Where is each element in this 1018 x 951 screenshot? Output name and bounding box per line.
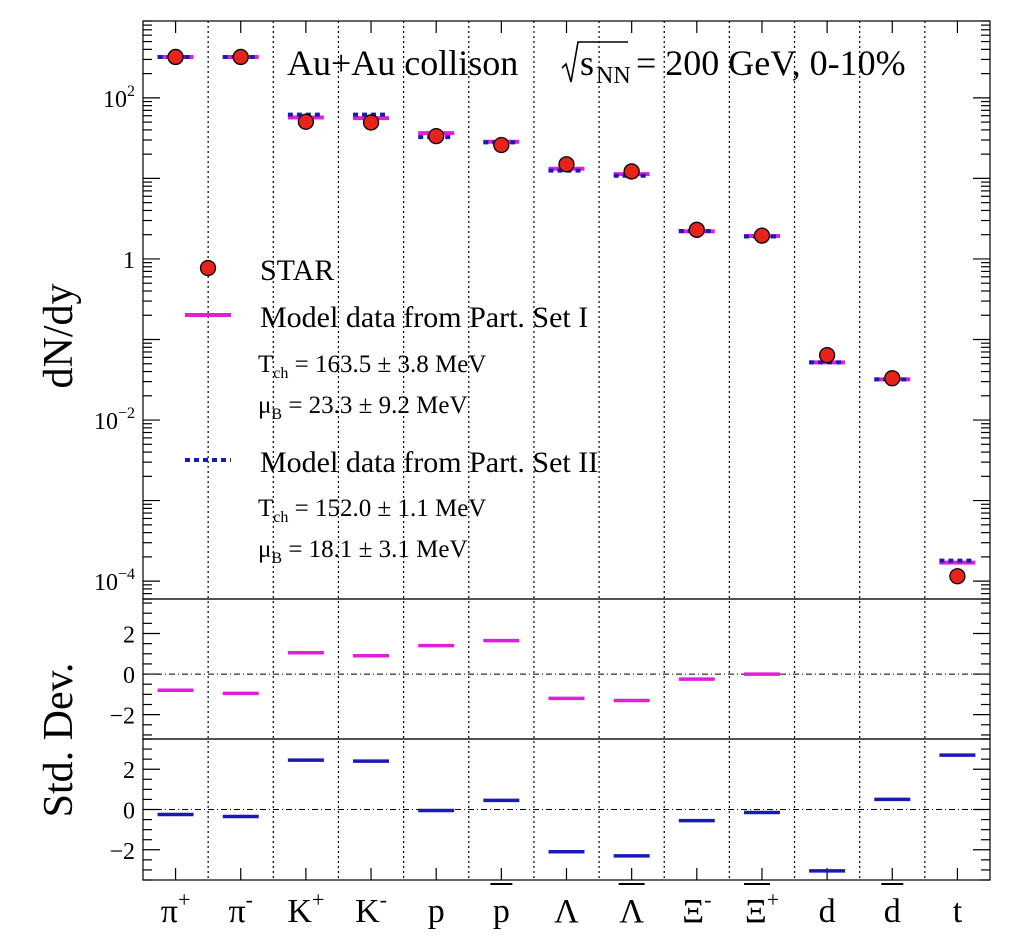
dev-panel-1-frame <box>142 598 991 740</box>
x-tick-label: Λ <box>619 893 644 930</box>
dev-tick-label: −2 <box>109 839 135 865</box>
title-sqrt-s: s <box>580 43 594 83</box>
y-tick-label: 10−2 <box>94 405 135 435</box>
legend: STAR Model data from Part. Set I Tch = 1… <box>185 254 598 567</box>
legend-set2-tch-sub: ch <box>273 509 288 526</box>
legend-star-marker <box>199 259 217 277</box>
legend-set2-mub: μB = 18.1 ± 3.1 MeV <box>258 536 468 567</box>
title-text: Au+Au collison <box>287 43 518 83</box>
x-tick-label: t <box>953 893 963 930</box>
title-energy-rest: = 200 GeV, 0-10% <box>636 43 906 83</box>
star-data-point <box>558 156 575 173</box>
legend-set1-tch-sub: ch <box>273 365 288 382</box>
star-data-point <box>884 370 901 387</box>
legend-set1-mub-value: = 23.3 ± 9.2 MeV <box>282 392 467 419</box>
legend-set2-tch-base: T <box>258 495 273 522</box>
dev-tick-label: 2 <box>123 622 135 648</box>
legend-set2-mub-value: = 18.1 ± 3.1 MeV <box>282 536 467 563</box>
x-tick-label: p <box>428 893 445 930</box>
star-data-point <box>167 48 184 66</box>
star-data-point <box>232 48 249 66</box>
star-data-point <box>493 136 510 154</box>
star-data-point <box>818 346 836 364</box>
dev-tick-label: −2 <box>109 704 135 730</box>
legend-set1-tch: Tch = 163.5 ± 3.8 MeV <box>258 351 486 382</box>
x-tick-label: π+ <box>161 887 191 930</box>
x-tick-label: Λ <box>554 893 579 930</box>
star-data-point <box>688 221 705 238</box>
x-tick-label: Ξ- <box>682 887 711 930</box>
x-tick-label: K- <box>355 887 387 930</box>
legend-set1-tch-base: T <box>258 351 273 378</box>
dev-tick-label: 0 <box>123 799 135 825</box>
x-tick-label: d <box>819 893 836 930</box>
data-marks <box>157 48 976 873</box>
zero-lines <box>143 673 990 810</box>
legend-set2-tch: Tch = 152.0 ± 1.1 MeV <box>258 495 486 526</box>
x-tick-label: K+ <box>287 887 324 930</box>
legend-set1-label: Model data from Part. Set I <box>260 301 588 334</box>
dev-tick-label: 0 <box>123 663 135 689</box>
top-panel-ticks: 102 1 10−2 10−4 <box>94 20 990 600</box>
y-axis-title-top: dN/dy <box>36 284 82 389</box>
chart-title: Au+Au collison s NN = 200 GeV, 0-10% <box>287 41 906 89</box>
dev-tick-label: 2 <box>123 758 135 784</box>
y-axis-title-dev: Std. Dev. <box>36 663 82 818</box>
legend-set1-tch-value: = 163.5 ± 3.8 MeV <box>288 351 486 378</box>
vertical-gridlines <box>207 21 926 880</box>
y-tick-label: 1 <box>123 248 135 274</box>
legend-set2-mub-sub: B <box>271 550 282 567</box>
star-data-point <box>297 113 315 130</box>
y-tick-label: 102 <box>103 83 135 113</box>
title-sqrt-sub: NN <box>596 63 631 89</box>
y-tick-label: 10−4 <box>94 566 135 596</box>
legend-set1-mub: μB = 23.3 ± 9.2 MeV <box>258 392 468 423</box>
legend-star-label: STAR <box>260 254 334 287</box>
legend-set1-mub-base: μ <box>258 392 271 419</box>
legend-set1-mub-sub: B <box>271 406 282 423</box>
sqrt-symbol-icon <box>561 41 628 83</box>
star-data-point <box>753 227 771 244</box>
star-data-point <box>949 568 966 585</box>
x-tick-label: p <box>493 893 510 930</box>
star-data-point <box>428 127 445 145</box>
legend-set2-mub-base: μ <box>258 536 271 563</box>
star-data-point <box>623 163 640 180</box>
legend-set2-label: Model data from Part. Set II <box>260 446 598 479</box>
star-data-point <box>362 114 380 131</box>
legend-set2-tch-value: = 152.0 ± 1.1 MeV <box>288 495 486 522</box>
x-tick-labels: π+ π- K+ K-p p Λ Λ Ξ- Ξ+ d d t <box>161 883 963 930</box>
x-tick-label: d <box>884 893 901 930</box>
x-tick-label: π- <box>228 887 253 930</box>
x-tick-label: Ξ+ <box>745 887 779 930</box>
